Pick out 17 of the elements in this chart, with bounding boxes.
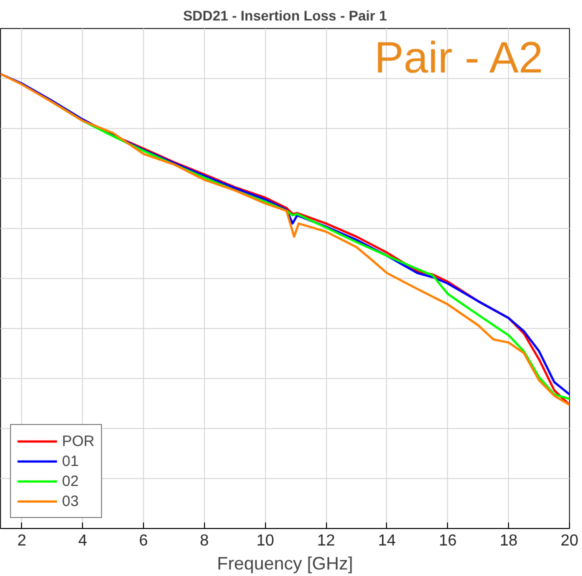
x-tick-label: 14 xyxy=(378,532,396,550)
legend-label: 02 xyxy=(62,472,80,490)
legend-label: POR xyxy=(62,432,95,450)
x-axis-title: Frequency [GHz] xyxy=(216,554,354,574)
x-tick-label: 16 xyxy=(438,532,457,550)
x-tick-label: 20 xyxy=(560,532,578,550)
x-tick-label: 8 xyxy=(200,532,209,550)
legend-label: 01 xyxy=(62,452,80,470)
x-tick-label: 4 xyxy=(78,532,88,550)
annotation: Pair - A2 xyxy=(374,34,544,82)
legend-label: 03 xyxy=(62,492,80,510)
x-tick-label: 12 xyxy=(317,532,336,550)
x-tick-label: 10 xyxy=(256,532,274,550)
x-tick-label: 6 xyxy=(139,532,148,550)
x-tick-label: 2 xyxy=(17,532,26,550)
chart-title: SDD21 - Insertion Loss - Pair 1 xyxy=(183,8,388,24)
x-tick-label: 18 xyxy=(500,532,518,550)
